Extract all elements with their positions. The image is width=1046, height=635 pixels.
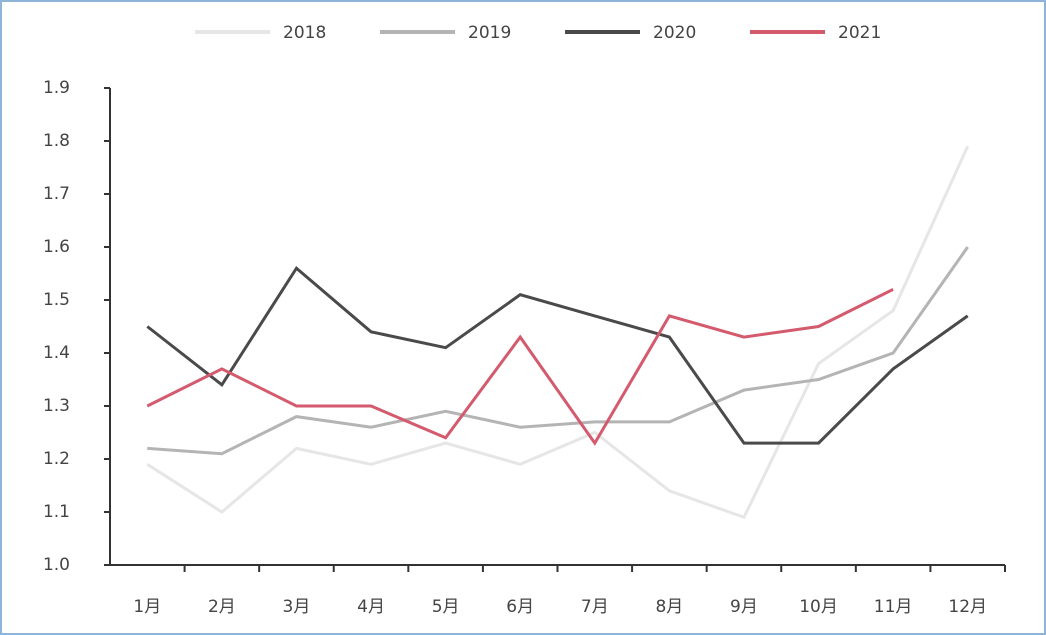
x-tick-label: 8月 xyxy=(655,597,683,617)
y-tick-label: 1.2 xyxy=(43,449,70,469)
legend-label: 2020 xyxy=(653,23,696,43)
x-tick-label: 11月 xyxy=(874,597,913,617)
x-tick-label: 9月 xyxy=(730,597,758,617)
x-tick-label: 5月 xyxy=(432,597,460,617)
x-tick-label: 2月 xyxy=(208,597,236,617)
y-tick-label: 1.3 xyxy=(43,396,70,416)
y-tick-label: 1.9 xyxy=(43,78,70,98)
legend-label: 2018 xyxy=(283,23,326,43)
x-tick-label: 7月 xyxy=(581,597,609,617)
series-line xyxy=(146,145,970,520)
y-tick-label: 1.4 xyxy=(43,343,70,363)
series-line xyxy=(147,246,969,456)
x-tick-label: 1月 xyxy=(133,597,161,617)
y-tick-label: 1.6 xyxy=(43,237,70,257)
x-tick-label: 10月 xyxy=(799,597,838,617)
y-tick-label: 1.0 xyxy=(43,555,70,575)
y-tick-label: 1.5 xyxy=(43,290,70,310)
x-tick-label: 6月 xyxy=(506,597,534,617)
legend-label: 2021 xyxy=(838,23,881,43)
series-line xyxy=(146,288,894,446)
x-tick-label: 3月 xyxy=(283,597,311,617)
series-line xyxy=(146,265,969,445)
y-tick-label: 1.8 xyxy=(43,131,70,151)
y-tick-label: 1.7 xyxy=(43,184,70,204)
x-tick-label: 4月 xyxy=(357,597,385,617)
legend-label: 2019 xyxy=(468,23,511,43)
x-tick-label: 12月 xyxy=(948,597,987,617)
y-tick-label: 1.1 xyxy=(43,502,70,522)
